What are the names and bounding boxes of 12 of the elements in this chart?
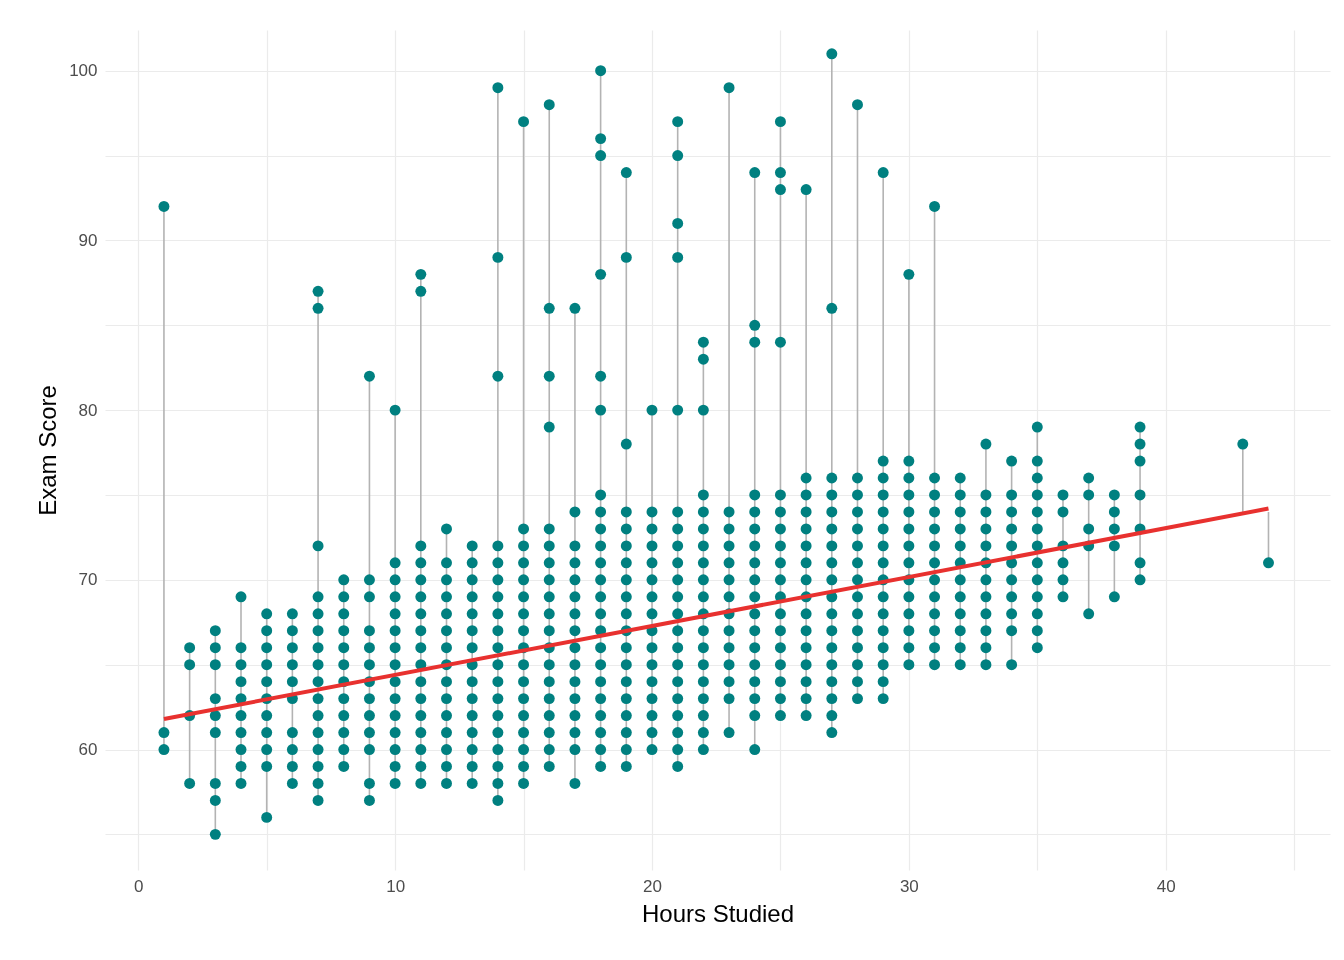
y-tick-label: 70 (78, 570, 98, 590)
y-tick-label: 90 (78, 230, 98, 250)
y-tick-label: 60 (78, 740, 98, 760)
x-tick-label: 10 (386, 876, 406, 896)
x-tick-label: 40 (1156, 876, 1176, 896)
y-axis-title: Exam Score (34, 385, 62, 516)
y-tick-label: 100 (69, 61, 98, 81)
x-tick-label: 0 (134, 876, 144, 896)
y-tick-label: 80 (78, 400, 98, 420)
x-tick-label: 30 (899, 876, 919, 896)
x-tick-label: 20 (643, 876, 662, 896)
x-axis-title: Hours Studied (641, 899, 795, 927)
